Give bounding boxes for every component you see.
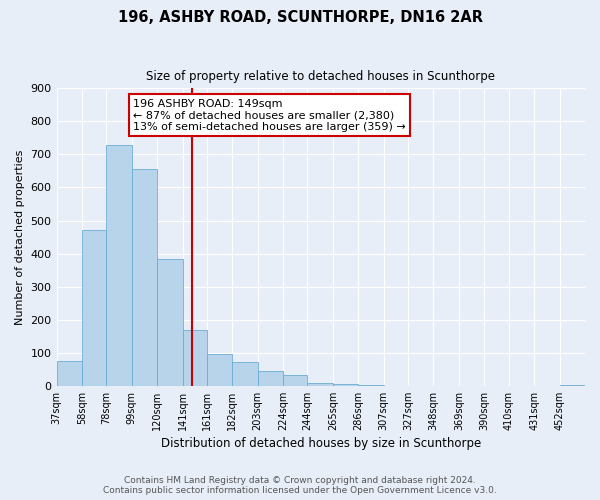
Bar (207, 354, 232, 386)
Text: 196, ASHBY ROAD, SCUNTHORPE, DN16 2AR: 196, ASHBY ROAD, SCUNTHORPE, DN16 2AR (118, 10, 482, 25)
Title: Size of property relative to detached houses in Scunthorpe: Size of property relative to detached ho… (146, 70, 495, 83)
Bar (358, 385, 384, 386)
X-axis label: Distribution of detached houses by size in Scunthorpe: Distribution of detached houses by size … (161, 437, 481, 450)
Bar (182, 330, 207, 386)
Y-axis label: Number of detached properties: Number of detached properties (15, 150, 25, 325)
Bar (56, 361, 82, 386)
Bar (131, 170, 157, 386)
Bar (258, 371, 283, 386)
Bar (82, 230, 106, 386)
Text: Contains HM Land Registry data © Crown copyright and database right 2024.
Contai: Contains HM Land Registry data © Crown c… (103, 476, 497, 495)
Bar (560, 385, 585, 386)
Bar (307, 382, 333, 386)
Bar (283, 375, 307, 386)
Bar (157, 258, 182, 386)
Bar (232, 362, 258, 386)
Text: 196 ASHBY ROAD: 149sqm
← 87% of detached houses are smaller (2,380)
13% of semi-: 196 ASHBY ROAD: 149sqm ← 87% of detached… (133, 98, 406, 132)
Bar (333, 384, 358, 386)
Bar (106, 144, 131, 386)
